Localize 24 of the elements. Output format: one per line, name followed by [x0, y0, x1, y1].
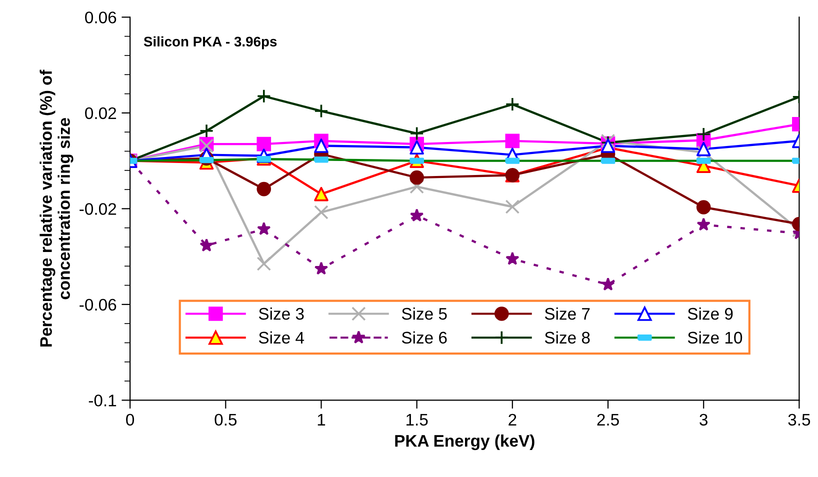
y-tick-label: 0.02: [85, 107, 116, 120]
legend-label: Size 8: [544, 331, 590, 344]
x-tick-label: 2: [508, 414, 516, 426]
x-tick-label: 2.5: [597, 414, 619, 426]
x-tick-label: 0.5: [214, 414, 237, 426]
legend-label: Size 9: [688, 307, 733, 320]
legend-label: Size 3: [258, 307, 304, 320]
x-tick-label: 0: [126, 414, 134, 426]
y-tick-label: -0.06: [80, 298, 116, 311]
x-tick-label: 1.5: [406, 414, 428, 426]
legend-label: Size 4: [258, 331, 304, 344]
x-tick-label: 1: [318, 414, 326, 426]
legend-label: Size 6: [402, 331, 447, 344]
legend-label: Size 5: [402, 307, 447, 320]
y-tick-label: -0.02: [80, 203, 116, 215]
x-axis-title: PKA Energy (keV): [395, 434, 534, 450]
y-tick-label: 0.06: [85, 12, 116, 24]
x-tick-label: 3.5: [788, 414, 810, 426]
annotation: Silicon PKA - 3.96ps: [144, 36, 277, 50]
legend-label: Size 10: [688, 331, 742, 344]
y-tick-label: -0.1: [88, 394, 116, 406]
x-tick-label: 3: [700, 414, 708, 426]
legend-label: Size 7: [544, 307, 590, 320]
y-axis-title: Percentage relative variation (%) of concentration ring size: [40, 70, 74, 346]
